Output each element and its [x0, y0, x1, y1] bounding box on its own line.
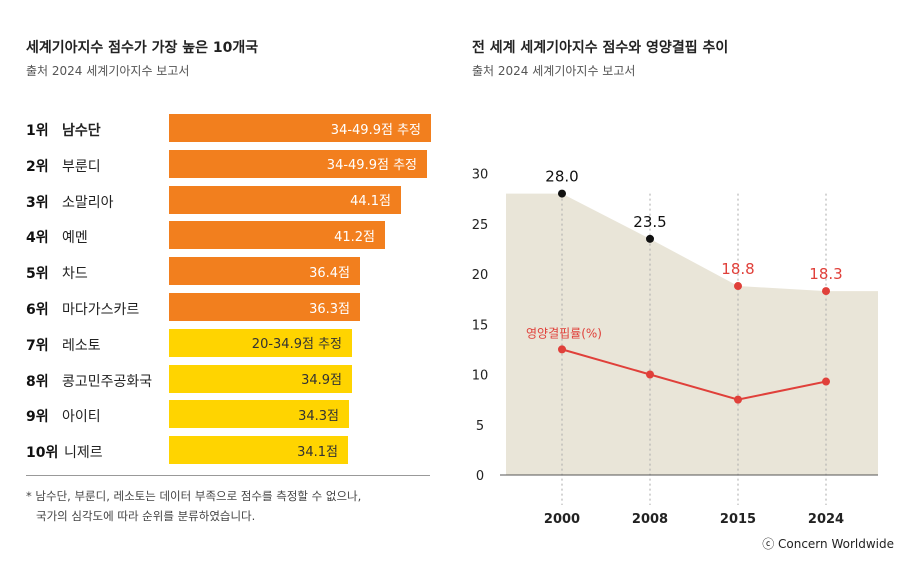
- bar-row: 9위 아이티 34.3점: [26, 400, 436, 429]
- ghi-value-label: 23.5: [633, 213, 666, 231]
- bar-row: 10위 니제르 34.1점: [26, 436, 436, 465]
- rank-label: 1위: [26, 123, 49, 139]
- score-label: 36.4점: [309, 265, 350, 281]
- bar-row: 1위 남수단 34-49.9점 추정: [26, 114, 436, 142]
- undernourishment-point: [734, 395, 742, 404]
- bar-row: 3위 소말리아 44.1점: [26, 185, 436, 214]
- bar-row: 2위 부룬디 34-49.9점 추정: [26, 149, 436, 178]
- y-tick-label: 0: [476, 469, 484, 484]
- score-label: 36.3점: [309, 301, 350, 317]
- footnote-line-2: 국가의 심각도에 따라 순위를 분류하였습니다.: [36, 509, 256, 523]
- country-label: 레소토: [62, 337, 101, 354]
- score-bar: 41.2점: [169, 221, 385, 250]
- score-bar: 44.1점: [169, 185, 401, 214]
- rank-label: 10위: [26, 445, 59, 462]
- country-label: 니제르: [64, 445, 103, 462]
- undernourishment-line: [561, 348, 827, 401]
- bar-row: 7위 레소토 20-34.9점 추정: [26, 328, 436, 357]
- y-tick-label: 25: [472, 218, 489, 233]
- copyright: ⓒ Concern Worldwide: [762, 537, 894, 551]
- rank-label: 8위: [26, 373, 49, 390]
- right-chart-title: 전 세계 세계기아지수 점수와 영양결핍 추이: [472, 40, 729, 56]
- country-label: 차드: [62, 266, 88, 283]
- ghi-area: [506, 193, 878, 475]
- country-label: 콩고민주공화국: [62, 373, 153, 390]
- country-label: 아이티: [62, 409, 101, 426]
- score-bar: 36.3점: [169, 293, 360, 321]
- score-label: 34.3점: [298, 408, 339, 424]
- score-label: 20-34.9점 추정: [251, 337, 342, 353]
- country-label: 소말리아: [62, 194, 114, 211]
- x-tick-label: 2024: [808, 512, 844, 527]
- ghi-value-label: 28.0: [545, 168, 578, 186]
- rank-label: 6위: [26, 302, 49, 318]
- y-tick-label: 30: [472, 168, 489, 183]
- ghi-value-label: 18.3: [809, 265, 842, 283]
- rank-label: 4위: [26, 230, 49, 247]
- y-tick-label: 5: [476, 419, 484, 434]
- x-tick-label: 2015: [720, 512, 756, 527]
- y-tick-label: 15: [472, 318, 489, 333]
- bar-row: 5위 차드 36.4점: [26, 257, 436, 286]
- score-bar: 36.4점: [169, 257, 360, 286]
- left-chart-title: 세계기아지수 점수가 가장 높은 10개국: [26, 40, 259, 56]
- y-tick-label: 10: [472, 369, 489, 384]
- score-label: 34-49.9점 추정: [330, 122, 421, 138]
- score-label: 34.9점: [301, 373, 342, 389]
- score-bar: 34-49.9점 추정: [169, 149, 427, 178]
- ghi-point: [558, 189, 566, 198]
- left-chart-source: 출처 2024 세계기아지수 보고서: [26, 64, 190, 78]
- score-bar: 34.1점: [169, 436, 348, 465]
- trend-chart: 0 5 10 15 20 25 30 2000 2008 2015 2024 28.0 23.5 18.8…: [472, 168, 878, 527]
- ghi-point: [734, 282, 742, 291]
- score-bar: 34-49.9점 추정: [169, 114, 431, 142]
- divider: [26, 475, 430, 476]
- series-label: 영양결핍률(%): [526, 326, 602, 340]
- ghi-point: [646, 234, 654, 243]
- score-label: 34.1점: [297, 444, 338, 460]
- score-bar: 34.3점: [169, 400, 349, 429]
- ghi-value-label: 18.8: [721, 260, 754, 278]
- score-label: 41.2점: [334, 229, 375, 245]
- right-chart-source: 출처 2024 세계기아지수 보고서: [472, 64, 636, 78]
- country-label: 남수단: [62, 123, 101, 139]
- country-label: 부룬디: [62, 158, 101, 175]
- undernourishment-point: [558, 345, 566, 354]
- y-tick-label: 20: [472, 268, 489, 283]
- bar-row: 4위 예멘 41.2점: [26, 221, 436, 250]
- score-bar: 20-34.9점 추정: [169, 328, 352, 357]
- rank-label: 3위: [26, 194, 49, 211]
- undernourishment-point: [822, 377, 830, 386]
- rank-label: 5위: [26, 266, 49, 283]
- bar-row: 8위 콩고민주공화국 34.9점: [26, 364, 436, 393]
- rank-label: 2위: [26, 158, 49, 175]
- footnote-line-1: * 남수단, 부룬디, 레소토는 데이터 부족으로 점수를 측정할 수 없으나,: [26, 489, 362, 503]
- rank-label: 7위: [26, 337, 49, 354]
- x-tick-label: 2008: [632, 512, 668, 527]
- score-label: 34-49.9점 추정: [326, 158, 417, 174]
- x-tick-label: 2000: [544, 512, 580, 527]
- rank-label: 9위: [26, 409, 49, 426]
- ghi-point: [822, 287, 830, 296]
- bar-row: 6위 마다가스카르 36.3점: [26, 293, 436, 321]
- country-label: 예멘: [62, 230, 88, 247]
- score-label: 44.1점: [350, 194, 391, 210]
- undernourishment-point: [646, 370, 654, 379]
- country-label: 마다가스카르: [62, 302, 140, 318]
- score-bar: 34.9점: [169, 364, 352, 393]
